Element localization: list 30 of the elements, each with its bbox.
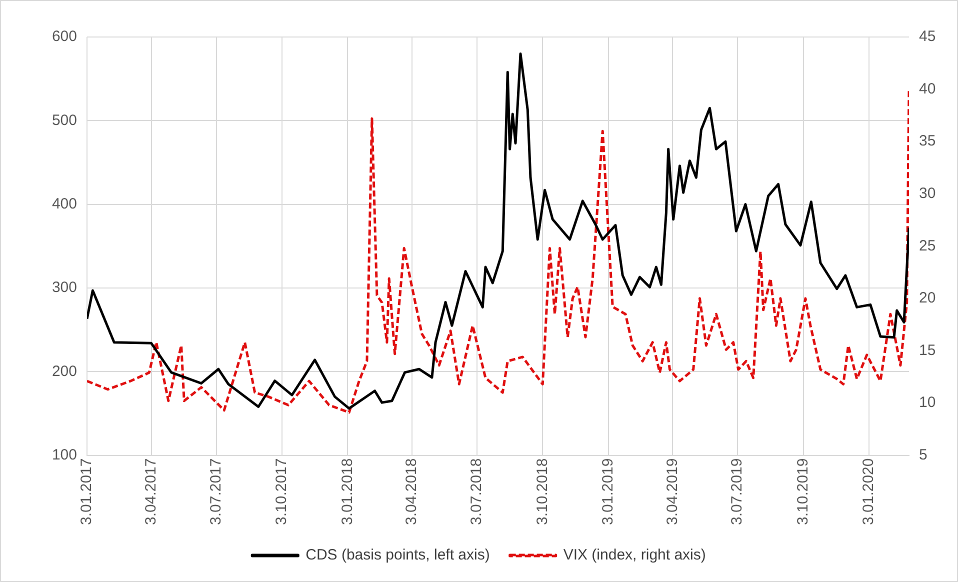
x-tick-label: 3.07.2017	[207, 458, 224, 526]
x-tick-label: 3.01.2020	[860, 458, 878, 526]
y2-tick-label: 15	[919, 342, 936, 359]
y2-tick-label: 20	[919, 290, 936, 307]
x-tick-label: 3.04.2018	[403, 458, 420, 526]
legend-label: VIX (index, right axis)	[563, 546, 706, 564]
x-tick-label: 3.07.2019	[728, 458, 746, 526]
y-tick-label: 100	[52, 446, 77, 464]
y-tick-label: 400	[52, 195, 77, 212]
y-tick-label: 300	[52, 279, 77, 296]
y2-tick-label: 45	[919, 28, 936, 46]
y2-tick-label: 40	[919, 80, 936, 98]
x-tick-label: 3.01.2019	[599, 458, 616, 526]
legend-label: CDS (basis points, left axis)	[306, 546, 490, 564]
x-tick-label: 3.01.2017	[78, 458, 96, 526]
y-tick-label: 200	[52, 362, 77, 380]
y-tick-label: 500	[52, 112, 77, 129]
x-tick-label: 3.10.2018	[534, 458, 551, 526]
y2-tick-label: 35	[919, 132, 936, 150]
y2-tick-label: 25	[919, 237, 936, 254]
y2-tick-label: 30	[919, 184, 936, 202]
x-tick-label: 3.01.2018	[338, 458, 356, 526]
y2-tick-label: 10	[919, 394, 936, 412]
x-tick-label: 3.10.2017	[273, 458, 290, 526]
x-tick-label: 3.07.2018	[468, 458, 486, 526]
y2-tick-label: 5	[919, 446, 928, 464]
x-tick-label: 3.04.2017	[142, 458, 160, 526]
x-tick-label: 3.04.2019	[664, 458, 681, 526]
x-tick-label: 3.10.2019	[794, 458, 812, 526]
y-tick-label: 600	[52, 28, 77, 46]
